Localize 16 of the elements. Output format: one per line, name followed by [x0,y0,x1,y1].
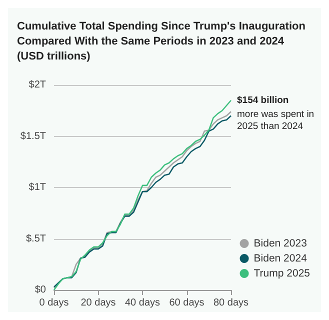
x-tick-label: 80 days [213,298,249,308]
legend-label: Biden 2024 [254,252,308,264]
y-tick-label: $2T [28,80,46,90]
y-tick-label: $.5T [26,233,46,244]
x-tick-label: 20 days [80,298,116,308]
y-tick-label: $0 [34,284,46,296]
y-tick-label: $1.5T [20,130,46,142]
legend-label: Biden 2023 [254,238,308,250]
y-tick-label: $1T [28,182,46,193]
legend-label: Trump 2025 [254,268,310,280]
annotation: more was spent in 2025 than 2024 [237,109,314,132]
chart-title: Cumulative Total Spending Since Trump's Inauguration Compared With the Same Periods in 2023 and 2024 (USD trillions) [17,20,306,62]
annotation: $154 billion [237,94,289,106]
x-tick-label: 60 days [169,298,204,308]
x-tick-label: 40 days [124,298,160,308]
x-tick-label: 0 days [39,298,69,308]
